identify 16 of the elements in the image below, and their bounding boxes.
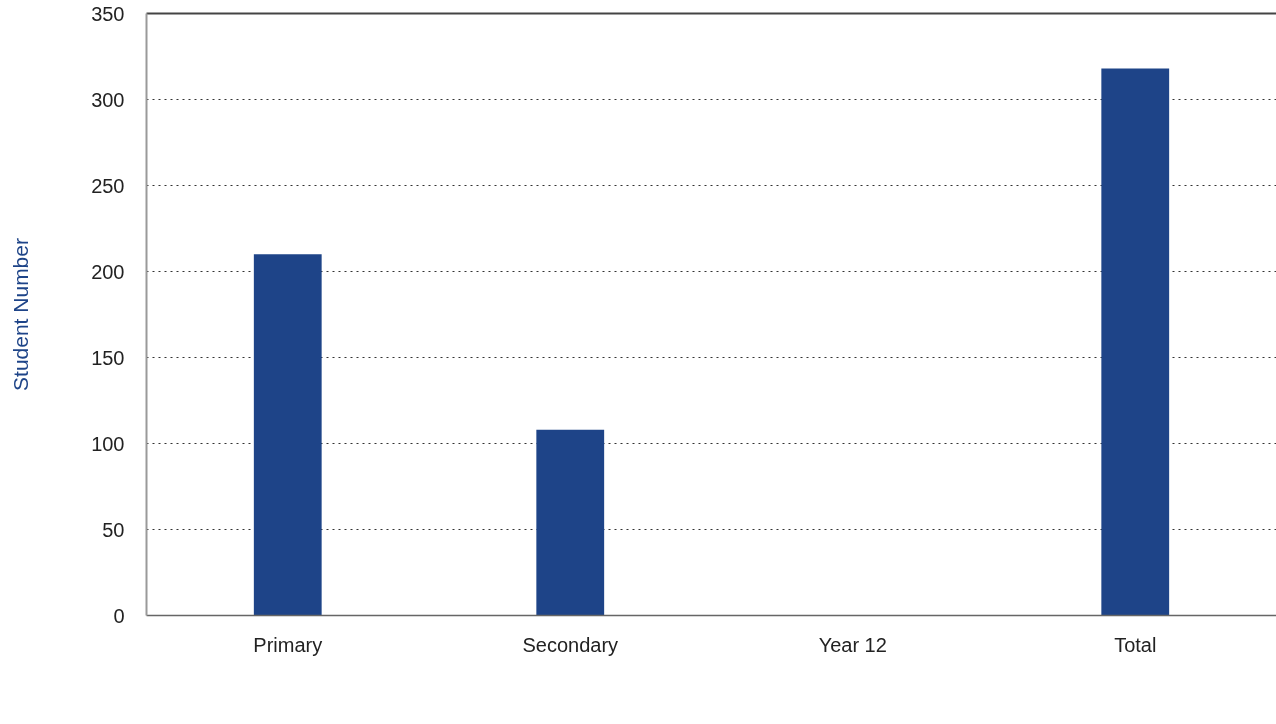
bar [1101,68,1170,616]
x-tick-label: Primary [253,633,323,656]
y-tick-label: 0 [113,604,125,627]
y-tick-label: 100 [91,432,125,455]
y-tick-label: 300 [91,88,125,111]
y-tick-label: 250 [91,174,125,197]
bar [253,254,322,616]
x-tick-label: Secondary [522,633,619,656]
y-tick-label: 350 [91,2,125,25]
y-tick-label: 150 [91,346,125,369]
x-tick-label: Total [1114,633,1157,656]
bar [536,429,605,616]
y-tick-label: 200 [91,260,125,283]
y-axis-title: Student Number [9,238,33,391]
x-tick-label: Year 12 [818,633,887,656]
y-tick-label: 50 [102,518,125,541]
